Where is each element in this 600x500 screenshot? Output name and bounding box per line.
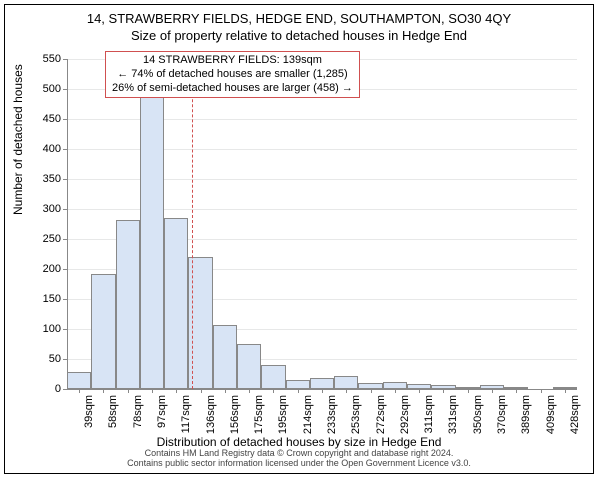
ytick-label: 300: [43, 203, 67, 215]
histogram-bar: [67, 372, 91, 389]
xtick-label: 195sqm: [277, 395, 289, 434]
chart-container: 14, STRAWBERRY FIELDS, HEDGE END, SOUTHA…: [4, 4, 594, 474]
callout-line-1: 14 STRAWBERRY FIELDS: 139sqm: [112, 54, 353, 68]
chart-title-main: 14, STRAWBERRY FIELDS, HEDGE END, SOUTHA…: [5, 11, 593, 26]
xtick-label: 253sqm: [350, 395, 362, 434]
callout-line-3: 26% of semi-detached houses are larger (…: [112, 82, 353, 96]
histogram-bar: [140, 89, 164, 389]
callout-line-2: ← 74% of detached houses are smaller (1,…: [112, 68, 353, 82]
reference-callout: 14 STRAWBERRY FIELDS: 139sqm ← 74% of de…: [105, 51, 360, 98]
xtick-label: 389sqm: [520, 395, 532, 434]
xtick-label: 97sqm: [156, 395, 168, 428]
xtick-label: 156sqm: [229, 395, 241, 434]
xtick-label: 409sqm: [545, 395, 557, 434]
x-axis-label: Distribution of detached houses by size …: [5, 435, 593, 449]
histogram-bar: [261, 365, 285, 389]
ytick-label: 450: [43, 113, 67, 125]
chart-plot-area: 05010015020025030035040045050055039sqm58…: [67, 59, 577, 389]
ytick-label: 150: [43, 293, 67, 305]
ytick-label: 350: [43, 173, 67, 185]
xtick-label: 136sqm: [205, 395, 217, 434]
y-axis-line: [67, 59, 68, 389]
histogram-bar: [334, 376, 358, 389]
histogram-bar: [213, 325, 237, 389]
histogram-bar: [286, 380, 310, 389]
histogram-bar: [237, 344, 261, 389]
ytick-label: 500: [43, 83, 67, 95]
ytick-label: 100: [43, 323, 67, 335]
histogram-bar: [164, 218, 188, 389]
xtick-label: 370sqm: [496, 395, 508, 434]
chart-title-sub: Size of property relative to detached ho…: [5, 28, 593, 43]
histogram-bar: [383, 382, 407, 389]
xtick-label: 331sqm: [447, 395, 459, 434]
histogram-bar: [310, 378, 334, 389]
histogram-bar: [91, 274, 115, 389]
xtick-label: 78sqm: [132, 395, 144, 428]
ytick-label: 400: [43, 143, 67, 155]
xtick-label: 175sqm: [253, 395, 265, 434]
ytick-label: 50: [49, 353, 67, 365]
xtick-label: 233sqm: [326, 395, 338, 434]
histogram-bar: [116, 220, 140, 389]
xtick-label: 292sqm: [399, 395, 411, 434]
x-axis-line: [67, 389, 577, 390]
xtick-label: 350sqm: [472, 395, 484, 434]
footer-line-2: Contains public sector information licen…: [5, 459, 593, 469]
xtick-label: 428sqm: [569, 395, 581, 434]
xtick-label: 117sqm: [180, 395, 192, 433]
xtick-label: 311sqm: [423, 395, 435, 433]
xtick-label: 58sqm: [107, 395, 119, 428]
ytick-label: 550: [43, 53, 67, 65]
reference-line: [192, 59, 193, 389]
xtick-label: 272sqm: [375, 395, 387, 434]
ytick-label: 200: [43, 263, 67, 275]
chart-footer: Contains HM Land Registry data © Crown c…: [5, 449, 593, 469]
ytick-label: 0: [55, 383, 67, 395]
y-axis-label: Number of detached houses: [11, 64, 25, 215]
xtick-label: 39sqm: [83, 395, 95, 428]
ytick-label: 250: [43, 233, 67, 245]
xtick-label: 214sqm: [302, 395, 314, 434]
